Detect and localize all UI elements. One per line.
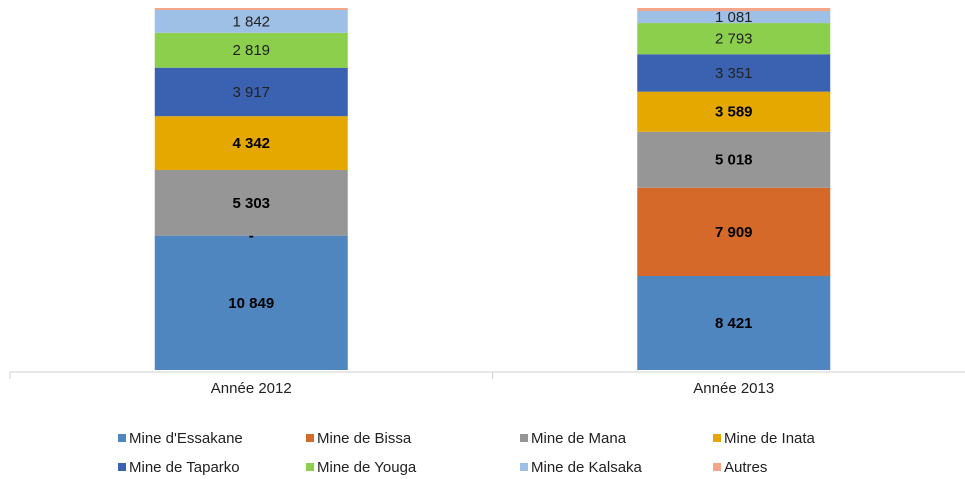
bar-segment — [637, 54, 831, 92]
data-label: 2 819 — [232, 42, 270, 59]
data-label: 7 909 — [715, 224, 753, 241]
bar-segment — [154, 67, 348, 117]
legend-label: Mine de Inata — [724, 430, 816, 447]
legend-label: Mine de Taparko — [129, 459, 240, 476]
data-label: 3 351 — [715, 65, 753, 82]
legend-swatch — [306, 463, 314, 471]
bar-segment — [154, 235, 348, 370]
legend-label: Autres — [724, 459, 767, 476]
legend-label: Mine de Kalsaka — [531, 459, 643, 476]
x-tick-label: Année 2012 — [211, 380, 292, 397]
bar-segment — [637, 131, 831, 188]
legend-swatch — [118, 434, 126, 442]
data-label: - — [249, 228, 254, 245]
bar-segment — [154, 169, 348, 236]
legend-swatch — [118, 463, 126, 471]
legend-label: Mine de Mana — [531, 430, 627, 447]
legend-swatch — [306, 434, 314, 442]
data-label: 5 303 — [232, 195, 270, 212]
legend-swatch — [713, 463, 721, 471]
data-label: 1 842 — [232, 13, 270, 30]
data-label: 5 018 — [715, 152, 753, 169]
bar-segment — [637, 276, 831, 370]
bar-segment — [637, 23, 831, 55]
bar-segment — [154, 32, 348, 68]
bar-segment — [154, 9, 348, 33]
bar-segment — [637, 91, 831, 132]
data-label: 3 917 — [232, 84, 270, 101]
bar-segment — [637, 8, 831, 12]
legend-swatch — [713, 434, 721, 442]
data-label: 8 421 — [715, 315, 753, 332]
bar-segment — [637, 187, 831, 277]
bar-segment — [637, 11, 831, 24]
x-tick-label: Année 2013 — [693, 380, 774, 397]
bar-segment — [154, 8, 348, 10]
data-label: 3 589 — [715, 104, 753, 121]
legend-label: Mine de Bissa — [317, 430, 412, 447]
data-label: 10 849 — [228, 295, 274, 312]
legend-label: Mine de Youga — [317, 459, 417, 476]
bar-segment — [154, 116, 348, 170]
data-label: 4 342 — [232, 135, 270, 152]
legend-label: Mine d'Essakane — [129, 430, 243, 447]
data-label: 2 793 — [715, 31, 753, 48]
legend-swatch — [520, 463, 528, 471]
legend-swatch — [520, 434, 528, 442]
data-label: 1 081 — [715, 9, 753, 26]
